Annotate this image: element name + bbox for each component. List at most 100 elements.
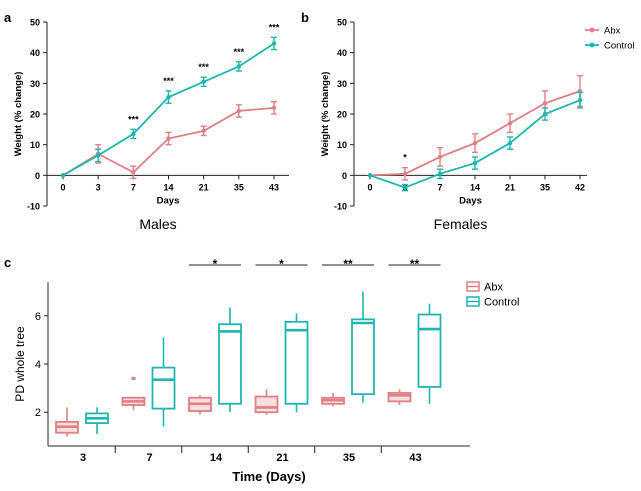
pc-outlier: [131, 376, 136, 380]
pb-x-tick-label: 21: [505, 182, 515, 192]
pb-y-tick-label: -10: [334, 202, 347, 212]
pc-box: [417, 313, 442, 388]
pa-y-tick-label: 10: [30, 140, 40, 150]
pa-data-point: [201, 128, 206, 134]
pa-significance-marker: ***: [269, 22, 280, 32]
panel-label-c: c: [4, 255, 11, 270]
pc-box: [284, 320, 309, 405]
pb-data-point: [472, 140, 478, 146]
pb-data-point: [402, 185, 408, 190]
pc-box-abx-day-14: [188, 395, 212, 415]
pc-x-axis-label: Time (Days): [232, 469, 305, 484]
pc-box-abx-day-35: [321, 392, 345, 407]
pa-data-point: [236, 108, 242, 114]
pb-data-point: [542, 111, 548, 117]
pc-box-control-day-3: [85, 407, 109, 434]
pa-x-tick-label: 14: [163, 182, 173, 192]
pa-y-tick-label: 40: [30, 48, 40, 58]
pa-y-tick-label: 20: [30, 110, 40, 120]
pc-significance-marker: *: [279, 257, 284, 271]
pb-y-tick-label: 0: [342, 171, 347, 181]
pb-y-tick-label: 10: [337, 140, 347, 150]
pb-y-tick-label: 20: [337, 110, 347, 120]
pa-data-point: [201, 79, 206, 85]
pa-significance-marker: ***: [163, 76, 174, 86]
pa-data-point: [236, 64, 242, 69]
pa-data-point: [271, 41, 277, 46]
pb-data-point: [472, 160, 478, 166]
pa-x-tick-label: 7: [131, 182, 136, 192]
pb-data-point: [507, 121, 513, 126]
pa-data-point: [271, 105, 277, 111]
pc-box: [254, 395, 279, 414]
pc-box-control-day-7: [151, 337, 176, 427]
pb-y-tick-label: 40: [337, 48, 347, 58]
pc-x-tick-label: 7: [146, 452, 152, 464]
pc-x-tick-label: 43: [409, 452, 421, 464]
pb-x-tick-label: 42: [575, 182, 585, 192]
pc-significance-marker: *: [213, 257, 218, 271]
pb-chart-title: Females: [434, 216, 488, 232]
pc-y-tick-label: 4: [35, 359, 41, 371]
pa-x-tick-label: 3: [96, 182, 101, 192]
pb-y-tick-label: 30: [337, 79, 347, 89]
pb-legend-marker: [589, 27, 595, 33]
pc-y-tick-label: 6: [35, 311, 41, 323]
pa-x-tick-label: 43: [269, 182, 279, 192]
pb-legend-label: Control: [604, 41, 635, 52]
pa-data-point: [166, 94, 171, 100]
pa-significance-marker: ***: [198, 62, 209, 72]
pb-x-tick-label: 7: [437, 182, 442, 192]
pa-data-point: [60, 173, 66, 178]
pa-data-point: [131, 170, 136, 175]
pb-data-point: [437, 171, 443, 176]
pb-x-axis-label: Days: [459, 195, 482, 206]
pa-y-tick-label: 30: [30, 79, 40, 89]
pc-significance-marker: **: [343, 257, 353, 271]
pb-data-point: [367, 173, 373, 178]
pc-box-control-day-43: [417, 303, 442, 404]
pb-legend-marker: [589, 42, 595, 48]
pc-box-abx-day-21: [254, 389, 279, 415]
pb-x-tick-label: 14: [470, 182, 480, 192]
pa-y-tick-label: -10: [27, 202, 40, 212]
pc-box-abx-day-3: [55, 407, 79, 437]
panel-label-a: a: [4, 10, 12, 25]
pb-x-tick-label: 0: [367, 182, 372, 192]
pb-y-tick-label: 50: [337, 18, 347, 28]
pb-significance-marker: *: [403, 153, 407, 163]
pa-series-control: [60, 36, 277, 178]
pc-box-control-day-14: [218, 307, 242, 413]
pb-x-tick-label: 35: [540, 182, 550, 192]
pa-y-tick-label: 50: [30, 18, 40, 28]
pb-data-point: [437, 154, 443, 160]
pc-y-tick-label: 2: [35, 407, 41, 419]
pa-x-tick-label: 21: [199, 182, 209, 192]
pc-significance-marker: **: [410, 257, 420, 271]
pc-x-tick-label: 35: [343, 452, 355, 464]
pc-x-tick-label: 21: [276, 452, 288, 464]
pa-data-point: [131, 131, 136, 137]
pb-data-point: [542, 101, 548, 106]
pc-legend-label: Control: [484, 297, 519, 309]
pc-y-axis-label: PD whole tree: [13, 326, 27, 402]
pb-legend-label: Abx: [604, 26, 621, 37]
pb-data-point: [402, 171, 408, 176]
pa-significance-marker: ***: [128, 114, 139, 124]
pa-significance-marker: ***: [234, 47, 245, 57]
pa-x-tick-label: 0: [60, 182, 65, 192]
pc-box-control-day-21: [284, 313, 309, 413]
pa-data-point: [95, 153, 101, 158]
pa-x-tick-label: 35: [234, 182, 244, 192]
pa-y-tick-label: 0: [35, 171, 40, 181]
panel-label-b: b: [301, 10, 309, 25]
pc-box-abx-day-7: [121, 376, 146, 410]
pc-box: [151, 366, 176, 410]
pb-y-axis-label: Weight (% change): [320, 72, 331, 157]
pc-box-control-day-35: [351, 291, 375, 403]
pb-data-point: [507, 140, 513, 146]
pa-series-abx: [60, 101, 277, 180]
pc-box: [351, 318, 375, 396]
pc-x-tick-label: 3: [80, 452, 86, 464]
